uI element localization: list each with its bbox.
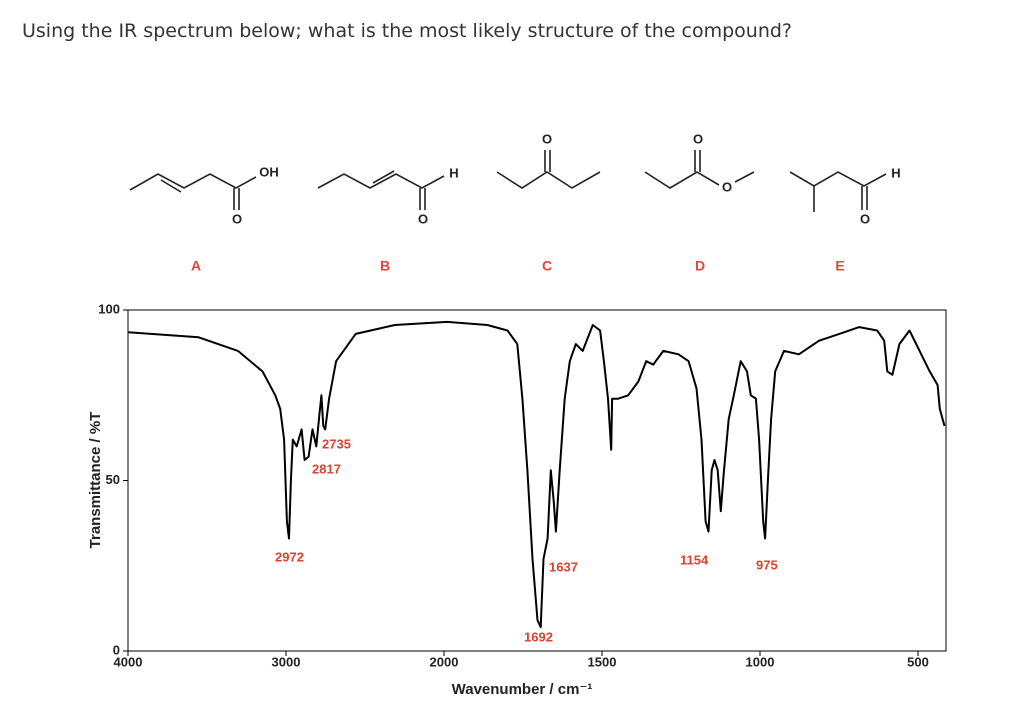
structure-e: H O E <box>789 165 901 274</box>
atom: O <box>232 211 242 226</box>
atom: O <box>722 179 732 194</box>
x-tick-label: 1000 <box>746 654 775 669</box>
atom: OH <box>259 164 279 179</box>
x-tick-label: 4000 <box>114 654 143 669</box>
x-tick-label: 2000 <box>430 654 459 669</box>
x-tick-label: 3000 <box>272 654 301 669</box>
structure-d: O O D <box>644 131 755 274</box>
x-tick-label: 500 <box>907 654 929 669</box>
atom: H <box>449 165 458 180</box>
structure-a: OH O A <box>129 164 279 274</box>
x-axis-label: Wavenumber / cm⁻¹ <box>452 681 593 698</box>
atom: H <box>891 165 900 180</box>
y-tick-label: 0 <box>113 642 120 657</box>
peak-label: 2972 <box>275 549 304 564</box>
structure-label: A <box>191 258 201 274</box>
structure-label: B <box>380 258 390 274</box>
atom: O <box>542 131 552 146</box>
peak-label: 975 <box>756 557 778 572</box>
y-axis-label: Transmittance / %T <box>87 412 104 549</box>
y-tick-label: 50 <box>106 472 120 487</box>
x-tick-label: 1500 <box>588 654 617 669</box>
question: Using the IR spectrum below; what is the… <box>22 20 792 42</box>
spectrum-line <box>127 320 946 629</box>
peak-label: 1154 <box>680 552 709 567</box>
structure-c: O C <box>496 131 601 274</box>
peak-label: 2735 <box>322 436 351 451</box>
structure-label: E <box>835 258 844 274</box>
peak-label: 2817 <box>312 461 341 476</box>
structure-label: C <box>542 258 552 274</box>
atom: O <box>860 211 870 226</box>
structure-b: H O B <box>317 165 459 274</box>
atom: O <box>418 211 428 226</box>
peak-label: 1637 <box>549 559 578 574</box>
atom: O <box>693 131 703 146</box>
structure-label: D <box>695 258 705 274</box>
peak-label: 1692 <box>524 629 553 644</box>
y-tick-label: 100 <box>98 301 120 316</box>
